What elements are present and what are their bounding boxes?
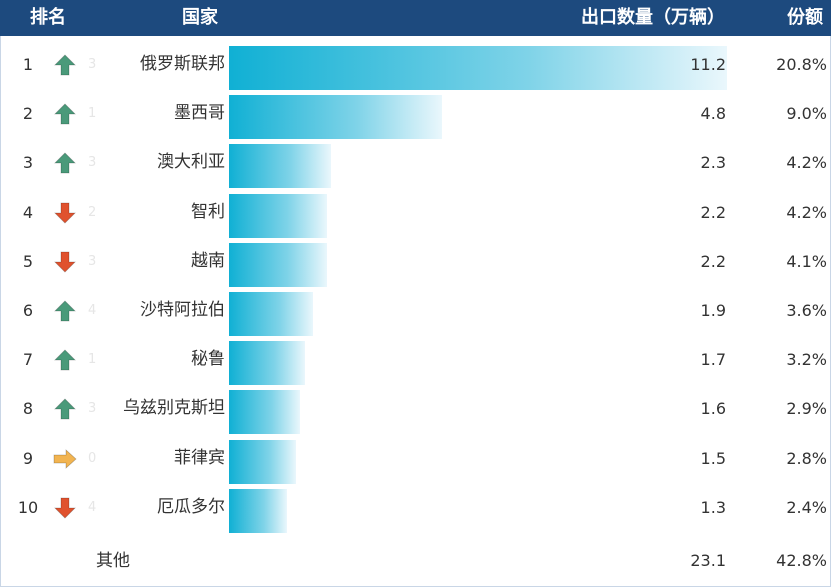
table-row: 7 1 秘鲁 1.7 3.2% [0, 335, 831, 386]
export-value: 1.5 [700, 448, 726, 468]
table-header: 排名 国家 出口数量（万辆） 份额 [0, 0, 831, 36]
arrow-down-icon [53, 497, 77, 519]
rank-number: 9 [22, 448, 34, 468]
share-value: 4.2% [786, 202, 827, 222]
rank-number: 3 [22, 153, 34, 173]
country-name: 菲律宾 [174, 447, 225, 468]
table-row: 8 3 乌兹别克斯坦 1.6 2.9% [0, 384, 831, 435]
country-name: 秘鲁 [191, 349, 225, 370]
other-label: 其他 [96, 551, 130, 571]
arrow-up-icon [53, 398, 77, 420]
export-value: 2.3 [700, 153, 726, 173]
rank-change-value: 1 [88, 106, 97, 122]
arrow-down-icon [53, 251, 77, 273]
bar [229, 439, 296, 484]
rank-change-value: 3 [88, 57, 97, 72]
country-name: 越南 [191, 250, 225, 271]
share-value: 9.0% [786, 104, 827, 124]
rank-number: 6 [22, 301, 34, 320]
table-row: 5 3 越南 2.2 4.1% [0, 237, 831, 287]
arrow-up-icon [53, 300, 77, 322]
bar [229, 390, 300, 435]
rank-change-value: 3 [88, 401, 97, 417]
bar [229, 193, 327, 238]
bar [229, 242, 327, 287]
arrow-up-icon [53, 54, 77, 76]
other-share: 42.8% [776, 551, 827, 570]
country-name: 墨西哥 [174, 103, 225, 124]
share-value: 2.9% [786, 399, 827, 419]
rank-change-value: 2 [88, 204, 97, 220]
rank-change-value: 4 [88, 303, 97, 318]
rank-change-value: 3 [88, 155, 97, 171]
export-value: 1.6 [700, 399, 726, 419]
share-value: 20.8% [776, 55, 827, 74]
country-name: 厄瓜多尔 [157, 496, 225, 517]
rank-number: 2 [22, 104, 34, 124]
table-row: 3 3 澳大利亚 2.3 4.2% [0, 138, 831, 189]
table-row: 2 1 墨西哥 4.8 9.0% [0, 89, 831, 140]
header-country: 国家 [182, 7, 218, 28]
share-value: 2.4% [786, 497, 827, 517]
rank-number: 4 [22, 202, 34, 222]
bar [229, 95, 442, 140]
share-value: 3.6% [786, 301, 827, 320]
arrow-up-icon [53, 349, 77, 371]
country-name: 俄罗斯联邦 [140, 54, 225, 74]
other-value: 23.1 [690, 551, 726, 570]
table-row: 9 0 菲律宾 1.5 2.8% [0, 434, 831, 484]
rank-number: 8 [22, 399, 34, 419]
rank-number: 7 [22, 350, 34, 370]
rank-number: 5 [22, 251, 34, 271]
other-row: 其他 23.1 42.8% [0, 537, 831, 585]
rank-change-value: 4 [88, 499, 97, 515]
export-value: 1.7 [700, 350, 726, 370]
country-name: 澳大利亚 [157, 152, 225, 173]
bar [229, 488, 287, 533]
share-value: 4.1% [786, 251, 827, 271]
bar [229, 46, 727, 90]
export-value: 1.3 [700, 497, 726, 517]
country-name: 智利 [191, 201, 225, 222]
bar [229, 292, 313, 336]
table-row: 1 3 俄罗斯联邦 11.2 20.8% [0, 40, 831, 90]
rank-change-value: 0 [88, 450, 97, 466]
export-value: 11.2 [690, 55, 726, 74]
export-value: 2.2 [700, 251, 726, 271]
bar [229, 144, 331, 189]
table-row: 10 4 厄瓜多尔 1.3 2.4% [0, 483, 831, 533]
rank-number: 10 [17, 497, 39, 517]
table-row: 4 2 智利 2.2 4.2% [0, 188, 831, 238]
rank-change-value: 3 [88, 253, 97, 269]
rank-change-value: 1 [88, 352, 97, 368]
arrow-right-icon [53, 448, 77, 470]
header-rank: 排名 [30, 7, 66, 28]
export-value: 1.9 [700, 301, 726, 320]
arrow-down-icon [53, 202, 77, 224]
arrow-up-icon [53, 103, 77, 125]
table-row: 6 4 沙特阿拉伯 1.9 3.6% [0, 286, 831, 336]
bar [229, 341, 305, 386]
country-name: 沙特阿拉伯 [140, 300, 225, 320]
header-exports: 出口数量（万辆） [581, 7, 725, 28]
country-name: 乌兹别克斯坦 [123, 398, 225, 419]
header-share: 份额 [787, 7, 823, 28]
share-value: 2.8% [786, 448, 827, 468]
rank-number: 1 [22, 55, 34, 74]
arrow-up-icon [53, 152, 77, 174]
export-value: 4.8 [700, 104, 726, 124]
share-value: 4.2% [786, 153, 827, 173]
export-value: 2.2 [700, 202, 726, 222]
share-value: 3.2% [786, 350, 827, 370]
